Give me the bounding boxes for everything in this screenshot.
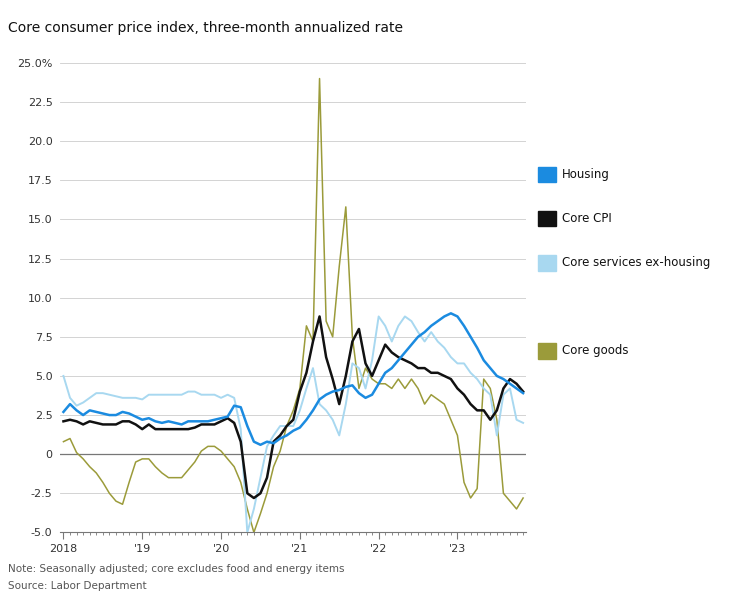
Text: Core consumer price index, three-month annualized rate: Core consumer price index, three-month a… bbox=[8, 21, 402, 35]
Text: Core services ex-housing: Core services ex-housing bbox=[562, 256, 710, 269]
Text: Note: Seasonally adjusted; core excludes food and energy items: Note: Seasonally adjusted; core excludes… bbox=[8, 564, 344, 574]
Text: Source: Labor Department: Source: Labor Department bbox=[8, 581, 146, 591]
Text: Core goods: Core goods bbox=[562, 344, 628, 357]
Text: Core CPI: Core CPI bbox=[562, 212, 611, 225]
Text: Housing: Housing bbox=[562, 168, 610, 181]
